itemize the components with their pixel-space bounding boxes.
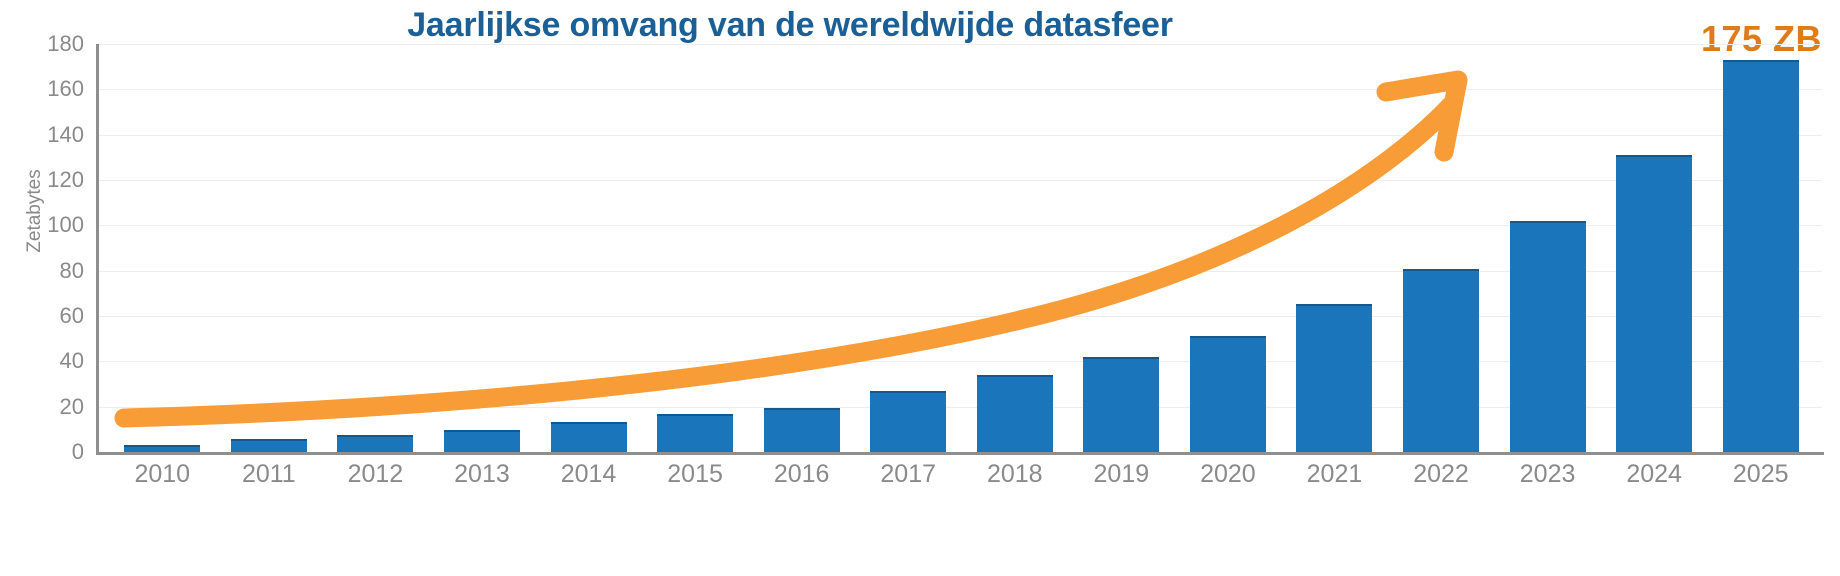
- x-tick-label-2025: 2025: [1732, 460, 1789, 488]
- x-tick-label-2011: 2011: [241, 460, 296, 488]
- bar-2017[interactable]: [870, 391, 947, 452]
- bar-2022[interactable]: [1403, 268, 1480, 452]
- bar-slot: [1494, 44, 1601, 452]
- bar-slot: [962, 44, 1069, 452]
- y-tick-label: 80: [59, 257, 84, 283]
- bar-slot: [322, 44, 429, 452]
- x-tick-label-2015: 2015: [667, 460, 723, 488]
- chart-title: Jaarlijkse omvang van de wereldwijde dat…: [407, 6, 1173, 44]
- x-tick-label-2010: 2010: [134, 460, 191, 488]
- bar-slot: [1388, 44, 1495, 452]
- y-tick-label: 140: [47, 121, 84, 147]
- bar-slot: [109, 44, 216, 452]
- bar-2011[interactable]: [230, 438, 307, 452]
- bar-slot: [535, 44, 642, 452]
- annotation-175-zb: 175 ZB: [1700, 18, 1822, 59]
- bar-series: [99, 44, 1824, 452]
- bar-2023[interactable]: [1509, 221, 1586, 452]
- bar-slot: [1175, 44, 1282, 452]
- bar-slot: [216, 44, 323, 452]
- x-tick-label-2021: 2021: [1306, 460, 1363, 488]
- y-tick-label: 160: [47, 76, 84, 102]
- x-tick-label-2013: 2013: [454, 460, 510, 488]
- x-tick-label-2014: 2014: [560, 460, 617, 488]
- bar-slot: [1068, 44, 1175, 452]
- y-tick-label: 120: [47, 167, 84, 192]
- x-tick-label-2024: 2024: [1626, 460, 1682, 488]
- y-tick-label: 20: [59, 393, 84, 419]
- bar-slot: [1601, 44, 1708, 452]
- y-tick-label: 40: [59, 348, 84, 374]
- x-tick-label-2017: 2017: [880, 460, 937, 488]
- y-tick-label: 0: [71, 439, 84, 464]
- gridline: [96, 44, 1822, 45]
- bar-2014[interactable]: [550, 421, 627, 452]
- bar-2015[interactable]: [657, 413, 734, 452]
- bar-2012[interactable]: [337, 435, 414, 452]
- x-tick-label-2023: 2023: [1519, 460, 1576, 488]
- bar-2025[interactable]: [1722, 60, 1799, 452]
- x-tick-label-2016: 2016: [773, 460, 830, 488]
- x-tick-label-2022: 2022: [1413, 460, 1469, 488]
- bar-slot: [1281, 44, 1388, 452]
- y-axis-line: [96, 44, 99, 454]
- y-tick-label: 180: [47, 31, 84, 56]
- bar-2020[interactable]: [1189, 335, 1266, 452]
- bar-2010[interactable]: [124, 445, 201, 452]
- x-tick-label-2018: 2018: [986, 460, 1043, 488]
- bar-2019[interactable]: [1083, 357, 1160, 452]
- x-tick-label-2019: 2019: [1093, 460, 1150, 488]
- x-axis-line: [96, 452, 1824, 455]
- bar-slot: [748, 44, 855, 452]
- bar-2024[interactable]: [1616, 155, 1693, 452]
- bar-slot: [429, 44, 536, 452]
- x-tick-label-2012: 2012: [347, 460, 404, 488]
- x-axis-ticks: 2010 2011 2012 2013 2014 2015 2016 2017 2018 2019…: [99, 460, 1824, 489]
- bar-2018[interactable]: [976, 375, 1053, 452]
- bar-2021[interactable]: [1296, 303, 1373, 452]
- y-tick-label: 60: [59, 303, 84, 328]
- y-axis-ticks: 180 160 140 120 100 80 60 40 20 0: [8, 31, 84, 464]
- bar-slot: [1707, 44, 1814, 452]
- bar-slot: [642, 44, 749, 452]
- bar-slot: [855, 44, 962, 452]
- gridline: [96, 89, 1822, 91]
- y-tick-label: 100: [47, 212, 84, 238]
- bar-2013[interactable]: [443, 429, 520, 452]
- bar-2016[interactable]: [763, 408, 840, 452]
- x-tick-label-2020: 2020: [1200, 460, 1256, 488]
